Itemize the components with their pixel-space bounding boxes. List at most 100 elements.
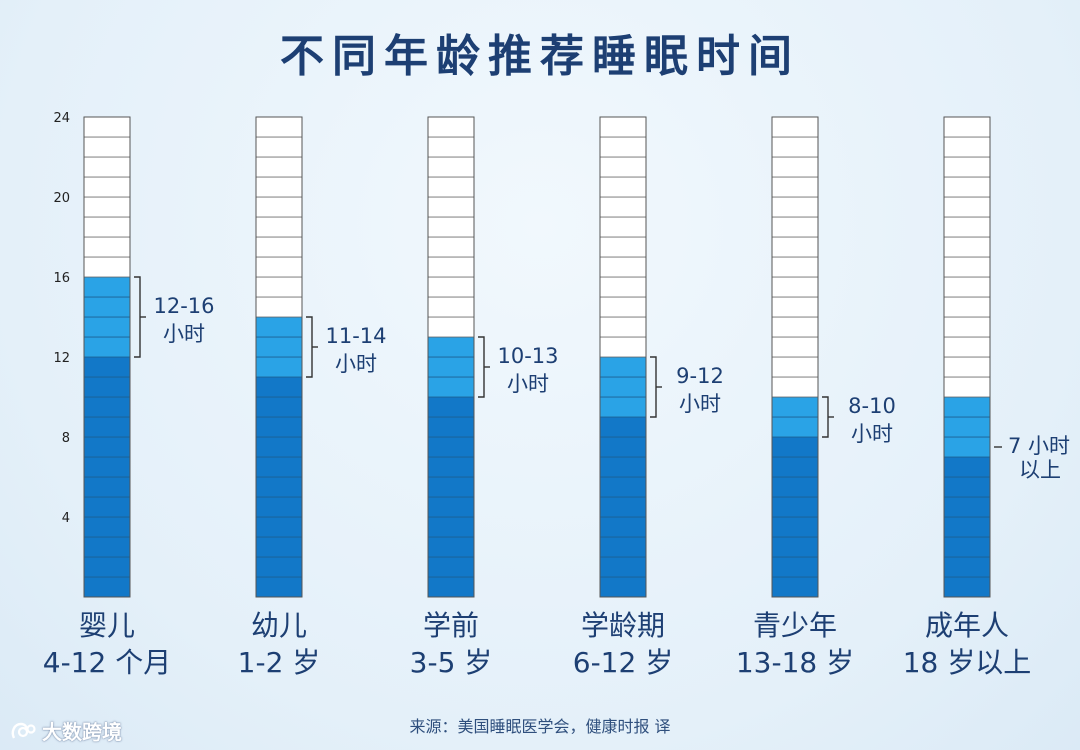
bar-cell <box>943 456 991 478</box>
bar-cell <box>255 276 303 298</box>
bar-cell <box>255 216 303 238</box>
bar-cell <box>599 496 647 518</box>
bar-cell <box>771 196 819 218</box>
bar-cell <box>255 196 303 218</box>
bar-cell <box>83 276 131 298</box>
y-tick-label: 16 <box>53 271 70 286</box>
bar-cell <box>83 316 131 338</box>
y-tick-label: 4 <box>62 511 70 526</box>
bar-cell <box>599 436 647 458</box>
bar-cell <box>83 156 131 178</box>
bar-cell <box>255 416 303 438</box>
bar-cell <box>771 496 819 518</box>
range-label-line2: 以上 <box>1019 458 1061 482</box>
bar-cell <box>943 216 991 238</box>
watermark-text: 大数跨境 <box>42 720 122 744</box>
bar-cell <box>83 256 131 278</box>
category-name-label: 学前 <box>423 609 479 642</box>
bar-cell <box>83 136 131 158</box>
bar-cell <box>427 236 475 258</box>
range-label-line2: 小时 <box>163 322 205 346</box>
bar-cell <box>83 476 131 498</box>
bar-cell <box>771 296 819 318</box>
bar-cell <box>427 136 475 158</box>
bar-cell <box>943 136 991 158</box>
bar-cell <box>427 516 475 538</box>
bar-cell <box>83 436 131 458</box>
bar-cell <box>943 396 991 418</box>
bar-cell <box>943 436 991 458</box>
bar-cell <box>255 296 303 318</box>
bar-cell <box>599 176 647 198</box>
bar-cell <box>427 116 475 138</box>
bar-cell <box>427 256 475 278</box>
bar-cell <box>427 536 475 558</box>
bar-cell <box>427 476 475 498</box>
bar-cell <box>599 516 647 538</box>
bar-cell <box>771 516 819 538</box>
category-name-label: 学龄期 <box>581 609 665 642</box>
watermark: 大数跨境 <box>10 716 122 745</box>
bar-cell <box>943 376 991 398</box>
range-label-line2: 小时 <box>507 372 549 396</box>
range-label-line1: 7 小时 <box>1008 434 1070 458</box>
bar-cell <box>255 356 303 378</box>
bar-cell <box>771 476 819 498</box>
chart-title: 不同年龄推荐睡眠时间 <box>280 31 800 82</box>
bar-cell <box>943 536 991 558</box>
bar-cell <box>255 436 303 458</box>
bar-cell <box>427 156 475 178</box>
bar-cell <box>771 276 819 298</box>
bar-outline <box>427 116 475 598</box>
bar-cell <box>599 296 647 318</box>
bar-cell <box>599 116 647 138</box>
bar-cell <box>255 376 303 398</box>
bar-cell <box>83 176 131 198</box>
bar-cell <box>771 336 819 358</box>
bar-cell <box>943 196 991 218</box>
bar-cell <box>943 316 991 338</box>
bar-cell <box>427 436 475 458</box>
range-bracket <box>306 316 313 378</box>
bar-cell <box>83 516 131 538</box>
bar-cell <box>599 136 647 158</box>
bar-cell <box>943 236 991 258</box>
bar-cell <box>83 456 131 478</box>
bar-outline <box>599 116 647 598</box>
y-tick-label: 20 <box>53 191 70 206</box>
bar-cell <box>255 156 303 178</box>
bar-cell <box>255 256 303 278</box>
bar-cell <box>771 116 819 138</box>
bar-cell <box>943 276 991 298</box>
category-name-label: 成年人 <box>925 609 1009 642</box>
range-label-line2: 小时 <box>679 392 721 416</box>
bar-cell <box>427 496 475 518</box>
range-label-line1: 8-10 <box>848 394 896 418</box>
bar-cell <box>427 276 475 298</box>
bar-cell <box>255 236 303 258</box>
bar-cell <box>771 136 819 158</box>
bar-cell <box>427 356 475 378</box>
bar-cell <box>943 116 991 138</box>
range-label-line1: 11-14 <box>325 324 386 348</box>
bar-cell <box>83 396 131 418</box>
y-tick-label: 12 <box>53 351 70 366</box>
bar-outline <box>771 116 819 598</box>
range-label-line2: 小时 <box>335 352 377 376</box>
bar-outline <box>83 116 131 598</box>
bar-cell <box>255 476 303 498</box>
range-label-line1: 10-13 <box>497 344 558 368</box>
bar-cell <box>599 396 647 418</box>
bar-cell <box>599 556 647 578</box>
bar-cell <box>599 356 647 378</box>
bar-cell <box>255 176 303 198</box>
bar-cell <box>427 396 475 418</box>
bar-cell <box>255 516 303 538</box>
bar-cell <box>771 216 819 238</box>
bar-cell <box>427 376 475 398</box>
bar-outline <box>255 116 303 598</box>
bar-cell <box>255 556 303 578</box>
bar-cell <box>943 356 991 378</box>
